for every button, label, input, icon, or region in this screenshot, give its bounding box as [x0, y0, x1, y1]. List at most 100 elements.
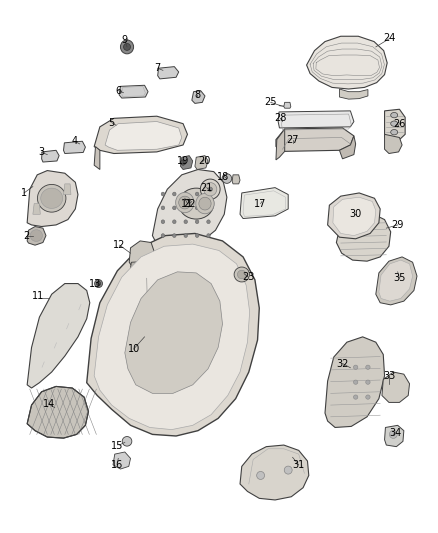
Ellipse shape: [391, 112, 398, 118]
Polygon shape: [339, 136, 356, 159]
Ellipse shape: [173, 220, 176, 223]
Polygon shape: [64, 141, 85, 154]
Ellipse shape: [120, 40, 134, 54]
Polygon shape: [129, 241, 154, 265]
Polygon shape: [333, 197, 376, 236]
Polygon shape: [125, 272, 223, 393]
Text: 18: 18: [217, 172, 230, 182]
Ellipse shape: [207, 220, 210, 223]
Polygon shape: [27, 386, 88, 438]
Ellipse shape: [207, 192, 210, 196]
Text: 11: 11: [32, 291, 45, 301]
Text: 2: 2: [23, 231, 29, 240]
Polygon shape: [385, 425, 404, 447]
Ellipse shape: [391, 130, 398, 135]
Ellipse shape: [208, 187, 212, 191]
Polygon shape: [276, 129, 285, 160]
Ellipse shape: [391, 121, 398, 126]
Polygon shape: [158, 67, 179, 79]
Polygon shape: [105, 122, 182, 150]
Ellipse shape: [222, 174, 232, 183]
Polygon shape: [240, 188, 288, 219]
Text: 26: 26: [393, 119, 406, 128]
Ellipse shape: [237, 270, 246, 279]
Ellipse shape: [179, 188, 214, 219]
Polygon shape: [27, 284, 90, 388]
Text: 27: 27: [286, 135, 299, 144]
Ellipse shape: [195, 233, 199, 237]
Ellipse shape: [161, 206, 165, 209]
Text: 35: 35: [393, 273, 406, 283]
Text: 16: 16: [111, 460, 124, 470]
Ellipse shape: [173, 233, 176, 237]
Polygon shape: [278, 111, 354, 128]
Ellipse shape: [200, 179, 220, 199]
Ellipse shape: [124, 44, 131, 51]
Ellipse shape: [179, 196, 191, 209]
Ellipse shape: [366, 380, 370, 384]
Polygon shape: [325, 337, 385, 427]
Text: 7: 7: [155, 63, 161, 73]
Polygon shape: [385, 134, 402, 154]
Text: 29: 29: [392, 220, 404, 230]
Text: 17: 17: [254, 199, 267, 208]
Text: 15: 15: [111, 441, 124, 451]
Text: 28: 28: [274, 114, 286, 123]
Polygon shape: [113, 452, 131, 469]
Polygon shape: [382, 372, 410, 402]
Polygon shape: [307, 36, 387, 89]
Polygon shape: [87, 233, 259, 436]
Text: 1: 1: [21, 188, 27, 198]
Ellipse shape: [161, 192, 165, 196]
Ellipse shape: [195, 220, 199, 223]
Text: 34: 34: [389, 428, 401, 438]
Text: 8: 8: [194, 90, 200, 100]
Polygon shape: [376, 257, 417, 305]
Polygon shape: [339, 89, 368, 99]
Text: 32: 32: [336, 359, 349, 368]
Ellipse shape: [196, 193, 214, 214]
Text: 19: 19: [177, 156, 189, 166]
Polygon shape: [119, 85, 148, 98]
Text: 3: 3: [39, 148, 45, 157]
Text: 4: 4: [71, 136, 78, 146]
Ellipse shape: [161, 233, 165, 237]
Text: 21: 21: [201, 183, 213, 192]
Ellipse shape: [184, 192, 187, 196]
Polygon shape: [33, 204, 40, 214]
Polygon shape: [180, 156, 193, 169]
Ellipse shape: [41, 188, 63, 208]
Polygon shape: [131, 261, 152, 272]
Polygon shape: [232, 175, 240, 184]
Ellipse shape: [234, 267, 250, 282]
Ellipse shape: [184, 233, 187, 237]
Ellipse shape: [284, 466, 292, 474]
Ellipse shape: [204, 182, 217, 196]
Ellipse shape: [389, 431, 397, 438]
Text: 9: 9: [122, 35, 128, 45]
Text: 20: 20: [198, 156, 210, 166]
Ellipse shape: [366, 395, 370, 399]
Ellipse shape: [199, 197, 211, 210]
Polygon shape: [152, 169, 227, 249]
Text: 14: 14: [43, 399, 55, 409]
Polygon shape: [27, 227, 46, 245]
Polygon shape: [240, 445, 309, 500]
Text: 6: 6: [115, 86, 121, 95]
Text: 5: 5: [109, 118, 115, 127]
Text: 11: 11: [181, 199, 194, 208]
Text: 25: 25: [265, 98, 277, 107]
Ellipse shape: [353, 380, 358, 384]
Text: 13: 13: [89, 279, 102, 288]
Polygon shape: [94, 116, 187, 154]
Polygon shape: [284, 102, 291, 108]
Text: 33: 33: [383, 371, 395, 381]
Text: 22: 22: [183, 199, 195, 208]
Polygon shape: [64, 184, 71, 195]
Text: 12: 12: [113, 240, 126, 250]
Polygon shape: [336, 213, 391, 261]
Polygon shape: [276, 128, 354, 151]
Ellipse shape: [176, 192, 194, 213]
Ellipse shape: [30, 230, 42, 241]
Text: 23: 23: [242, 272, 254, 282]
